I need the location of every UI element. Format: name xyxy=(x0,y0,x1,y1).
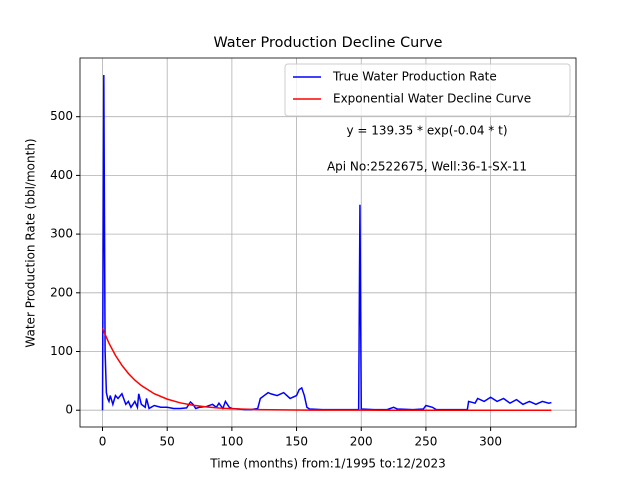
legend-box xyxy=(284,63,571,117)
data-line xyxy=(101,328,552,411)
x-tick-label: 0 xyxy=(99,435,107,449)
y-tick-label: 200 xyxy=(50,285,73,299)
y-tick-label: 0 xyxy=(65,403,73,417)
y-axis-label: Water Production Rate (bbl/month) xyxy=(24,138,38,347)
annotation: y = 139.35 * exp(-0.04 * t) xyxy=(346,124,507,138)
x-tick-label: 150 xyxy=(285,435,308,449)
y-tick-label: 300 xyxy=(50,227,73,241)
x-tick-label: 300 xyxy=(479,435,502,449)
data-line xyxy=(101,75,552,411)
x-tick-label: 100 xyxy=(220,435,243,449)
x-axis-label: Time (months) from:1/1995 to:12/2023 xyxy=(209,457,446,471)
annotation: Api No:2522675, Well:36-1-SX-11 xyxy=(327,160,527,174)
x-tick-label: 50 xyxy=(160,435,175,449)
legend-label: True Water Production Rate xyxy=(332,70,497,84)
plot-frame xyxy=(79,57,577,428)
y-tick-label: 400 xyxy=(50,168,73,182)
chart-title: Water Production Decline Curve xyxy=(213,35,442,51)
y-tick-label: 500 xyxy=(50,109,73,123)
legend-label: Exponential Water Decline Curve xyxy=(333,92,531,106)
y-tick-label: 100 xyxy=(50,344,73,358)
x-tick-label: 200 xyxy=(350,435,373,449)
x-tick-label: 250 xyxy=(414,435,437,449)
